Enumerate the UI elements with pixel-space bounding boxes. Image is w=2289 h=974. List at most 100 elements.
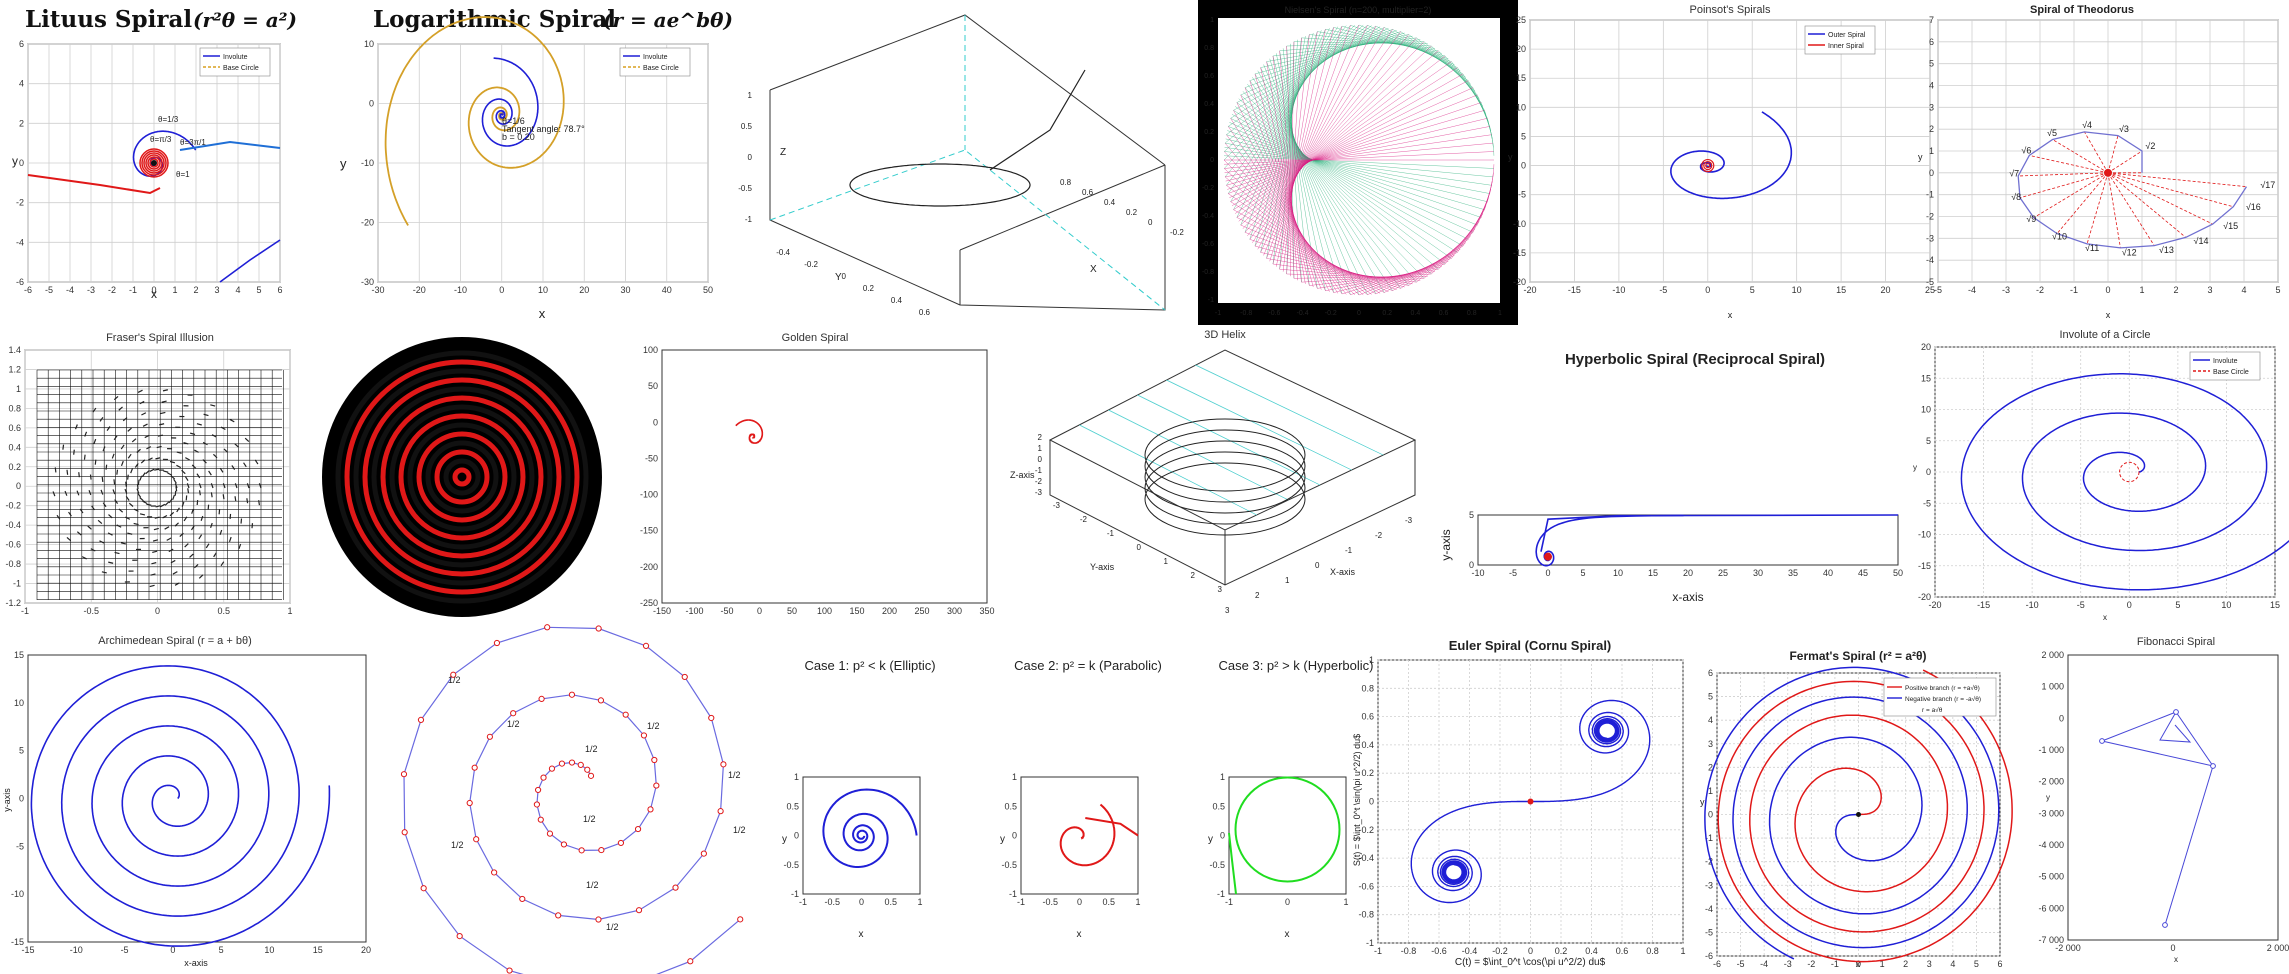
polygon-vertex [491, 869, 498, 876]
fraser-arrow [155, 505, 161, 508]
fraser-arrow [153, 527, 159, 531]
y-tick-label: 5 [1469, 510, 1474, 520]
fraser-arrow [187, 488, 190, 494]
y-tick: 0 [1210, 157, 1214, 164]
ring [416, 431, 508, 523]
x-tick-label: 10 [538, 285, 548, 295]
x-tick-label: -0.5 [1042, 897, 1058, 907]
sqrt-label: √8 [2011, 192, 2021, 202]
y-tick-label: -1 [1217, 889, 1225, 899]
x-tick-label: -1 [1831, 959, 1839, 969]
nielsen-chord [1226, 185, 1372, 295]
x-tick: 0 [1315, 561, 1320, 570]
fraser-arrow [189, 553, 194, 558]
y-tick-label: 0 [369, 99, 374, 109]
x-tick-label: 25 [1718, 568, 1728, 578]
y-tick-label: -2 [16, 198, 24, 208]
x-tick-label: 0.5 [1102, 897, 1115, 907]
legend-entry: Involute [643, 54, 668, 61]
lituus-core [143, 152, 165, 174]
polygon-vertex [519, 895, 526, 903]
nielsen-chord [1229, 87, 1474, 198]
x-tick-label: 30 [1753, 568, 1763, 578]
x-tick-label: 2 [2173, 285, 2178, 295]
x-tick-label: -1 [799, 897, 807, 907]
elliptic-spiral [822, 788, 918, 868]
fraser-arrow [181, 469, 186, 475]
x-tick-label: -0.8 [1401, 946, 1417, 956]
nielsen-chord [1257, 70, 1377, 295]
theodorus-spoke [2107, 150, 2143, 174]
polygon-vertex [595, 916, 602, 923]
polygon-vertex [540, 774, 547, 781]
fraser-arrow [97, 519, 103, 525]
fraser-arrow [244, 437, 250, 443]
fraser-arrow [198, 490, 201, 496]
ring [443, 458, 481, 496]
y-tick-label: 3 [1708, 739, 1713, 749]
nielsen-chord [1272, 27, 1334, 265]
nielsen-chord [1240, 29, 1393, 96]
nielsen-chord [1234, 61, 1452, 214]
cornu-origin [1527, 798, 1534, 805]
theodorus-spoke [2107, 135, 2119, 173]
y-tick-label: -4 [1705, 904, 1713, 914]
y-tick-label: -20 [1513, 277, 1526, 287]
fraser-arrow [161, 400, 167, 403]
poinsot-plot: -20 -15 -10 -5 0 5 10 15 20 252520151050-5-10-15-… [1513, 15, 1935, 295]
y-tick-label: 1 [794, 772, 799, 782]
nielsen-chord [1224, 151, 1355, 296]
fraser-arrow [120, 460, 124, 467]
fraser-arrow [212, 453, 218, 459]
x-tick-label: -1 [2070, 285, 2078, 295]
y-axis-label: y [1700, 797, 1705, 807]
archimedean-plot-frame [27, 654, 367, 943]
fraser-arrow [146, 446, 152, 450]
nielsen-chord [1254, 245, 1405, 288]
x-tick-label: 2 000 [2267, 943, 2289, 953]
x-tick-label: 5 [1580, 568, 1585, 578]
y-tick-label: 5 [1521, 131, 1526, 141]
x-tick-label: 5 [219, 945, 224, 955]
y-tick-label: 0.2 [1361, 768, 1374, 778]
fraser-arrow [157, 434, 163, 437]
fraser-arrow [113, 395, 119, 401]
polygon-vertex [534, 786, 542, 794]
ring [425, 440, 499, 514]
chart-title: Lituus Spiral [25, 6, 192, 33]
fraser-arrow [134, 463, 139, 468]
segment-label: 1/2 [647, 721, 660, 731]
polygon-vertex [560, 841, 568, 848]
theodorus-spoke [2107, 172, 2234, 208]
x-tick-label: 1 [2139, 285, 2144, 295]
fraser-arrow [106, 426, 111, 431]
nielsen-chord [1223, 24, 1360, 161]
fraser-arrow [111, 453, 115, 459]
y-tick-label: 15 [1921, 373, 1931, 383]
y-tick-label: -200 [640, 562, 658, 572]
y-tick-label: 0 [19, 158, 24, 168]
y-tick-label: -5 [16, 841, 24, 851]
nielsen-chord [1276, 29, 1326, 267]
y-tick-label: 20 [1516, 44, 1526, 54]
x-tick-label: -5 [2077, 600, 2085, 610]
nielsen-chord [1416, 232, 1474, 283]
hyperbolic-plot-frame [1477, 514, 1899, 566]
ring [362, 377, 562, 577]
x-tick-label: 0 [155, 606, 160, 616]
nielsen-chord [1242, 41, 1425, 229]
y-tick-label: -2 [1926, 212, 1934, 222]
fraser-arrow [133, 508, 139, 512]
legend-entry: Inner Spiral [1828, 43, 1864, 50]
y-tick-label: -3 000 [2038, 808, 2064, 818]
y-tick-label: -4 [1926, 255, 1934, 265]
x-tick: 0 [1148, 218, 1153, 227]
x-tick-label: 20 [361, 945, 371, 955]
x-tick: 1 [1285, 576, 1290, 585]
nielsen-chord [1240, 45, 1432, 226]
nielsen-chord [1266, 35, 1413, 62]
y-tick-label: -10 [1918, 530, 1931, 540]
x-tick-label: -10 [1612, 285, 1625, 295]
y-tick-label: -0.2 [5, 501, 21, 511]
fraser-arrow [120, 542, 126, 545]
